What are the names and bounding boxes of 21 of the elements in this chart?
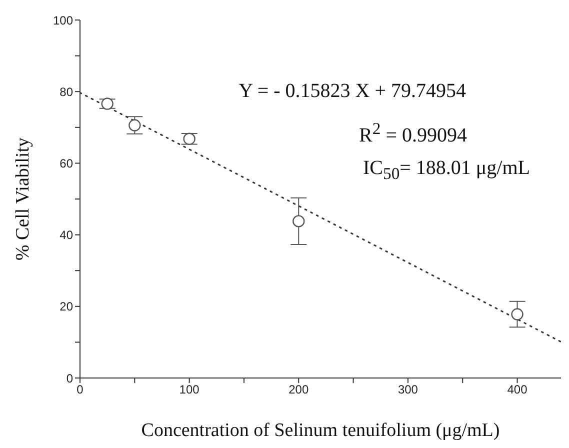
point <box>292 215 305 228</box>
annotation: Y = - 0.15823 X + 79.74954 <box>238 80 466 103</box>
y-tick-label: 80 <box>60 84 74 99</box>
x-tick-label: 200 <box>288 382 309 397</box>
y-axis-title: % Cell Viability <box>12 136 34 261</box>
point <box>511 308 524 320</box>
y-tick-label: 60 <box>60 156 74 170</box>
point <box>101 98 114 110</box>
annotation: R$^{2}$ = 0.99094 <box>359 119 467 148</box>
x-tick-label: 400 <box>507 382 528 397</box>
x-tick-label: 300 <box>398 382 418 397</box>
y-tick-label: 100 <box>52 13 74 28</box>
x-tick-label: 0 <box>76 382 84 397</box>
point <box>128 119 141 132</box>
x-tick-label: 100 <box>179 382 200 397</box>
point <box>183 132 196 145</box>
y-tick-label: 40 <box>60 228 74 242</box>
annotation: IC$_{50}$= 188.01 μg/mL <box>363 157 530 184</box>
y-tick-label: 20 <box>60 300 74 314</box>
y-tick-label: 0 <box>66 371 74 386</box>
x-axis-title: Concentration of Selinum tenuifolium (μg/mL) <box>141 420 500 441</box>
